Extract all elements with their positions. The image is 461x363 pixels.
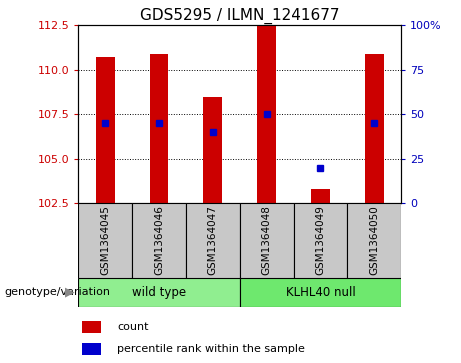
Bar [82, 321, 101, 333]
Text: GSM1364046: GSM1364046 [154, 205, 164, 276]
Bar [150, 54, 168, 203]
Text: GSM1364047: GSM1364047 [208, 205, 218, 276]
Bar [78, 278, 240, 307]
Text: GSM1364045: GSM1364045 [100, 205, 110, 276]
Bar [347, 203, 401, 278]
Text: wild type: wild type [132, 286, 186, 299]
Bar [132, 203, 186, 278]
Bar [78, 203, 132, 278]
Text: GSM1364049: GSM1364049 [315, 205, 325, 276]
Text: KLHL40 null: KLHL40 null [285, 286, 355, 299]
Bar [96, 57, 115, 203]
Bar [186, 203, 240, 278]
Text: percentile rank within the sample: percentile rank within the sample [117, 344, 305, 354]
Bar [311, 189, 330, 203]
Text: GSM1364050: GSM1364050 [369, 205, 379, 276]
Text: GSM1364048: GSM1364048 [261, 205, 272, 276]
Title: GDS5295 / ILMN_1241677: GDS5295 / ILMN_1241677 [140, 8, 339, 24]
Bar [294, 203, 347, 278]
Bar [365, 54, 384, 203]
Bar [203, 97, 222, 203]
Text: count: count [117, 322, 148, 332]
Bar [240, 203, 294, 278]
Bar [240, 278, 401, 307]
Bar [257, 25, 276, 203]
Text: genotype/variation: genotype/variation [5, 287, 111, 297]
Bar [82, 343, 101, 355]
Text: ▶: ▶ [65, 286, 74, 299]
